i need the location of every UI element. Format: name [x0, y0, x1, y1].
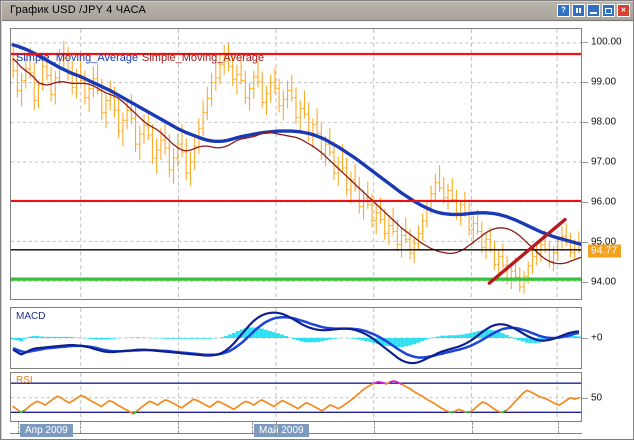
price-tick-label: 98.00 [591, 116, 617, 128]
window-controls: ? × [557, 4, 630, 17]
date-tick-label: 27 [172, 438, 183, 439]
price-tick-mark [582, 82, 588, 83]
date-tick-mark [276, 422, 277, 433]
month-badge: Май 2009 [254, 424, 309, 437]
date-tick-mark [558, 422, 559, 433]
price-tick-mark [582, 162, 588, 163]
price-tick-label: 94.00 [591, 276, 617, 288]
rsi-panel[interactable] [10, 372, 582, 422]
price-plot [11, 29, 581, 299]
last-price-tag: 94.77 [588, 244, 621, 258]
date-tick-label: 20 [74, 438, 85, 439]
macd-label: MACD [16, 311, 46, 322]
price-tick-mark [582, 122, 588, 123]
sma-fast-label: Simple_Moving_Average [16, 52, 139, 64]
rsi-tick-mark [582, 397, 588, 399]
date-tick-mark [178, 422, 179, 433]
rsi-axis: 50 [582, 372, 633, 422]
price-tick-mark [582, 242, 588, 243]
title-bar: График USD /JPY 4 ЧАСА ? × [2, 2, 633, 21]
maximize-button[interactable] [602, 4, 615, 17]
minimize-button[interactable] [587, 4, 600, 17]
macd-axis: +0 [582, 307, 633, 369]
price-chart-panel[interactable] [10, 28, 582, 300]
date-tick-label: 11 [369, 438, 379, 439]
macd-panel[interactable] [10, 307, 582, 369]
rsi-tick-label: 50 [591, 392, 603, 404]
rsi-label: RSI [16, 375, 33, 386]
price-tick-label: 95.00 [591, 236, 617, 248]
date-tick-mark [374, 422, 375, 433]
macd-plot [11, 308, 581, 368]
date-tick-mark [80, 422, 81, 433]
date-tick-label: 25 [552, 438, 563, 439]
price-axis: 100.00 99.00 98.00 97.00 96.00 95.00 94.00 94.7… [582, 28, 633, 300]
price-tick-mark [582, 42, 588, 43]
sma-slow-label: Simple_Moving_Average [142, 52, 265, 64]
price-tick-label: 99.00 [591, 76, 617, 88]
date-tick-label: 4 [273, 438, 279, 439]
macd-tick-mark [582, 338, 588, 339]
client-area: Simple_Moving_Average Simple_Moving_Aver… [2, 21, 633, 439]
price-tick-label: 96.00 [591, 196, 617, 208]
rsi-plot [11, 373, 581, 421]
macd-tick-label: +0 [591, 332, 603, 344]
pause-button[interactable] [572, 4, 585, 17]
window-title: График USD /JPY 4 ЧАСА [10, 4, 147, 16]
price-tick-label: 97.00 [591, 156, 617, 168]
month-badge: Апр 2009 [20, 424, 73, 437]
price-tick-mark [582, 202, 588, 203]
date-axis: Апр 2009 Май 2009 20 27 4 11 18 25 [10, 422, 582, 439]
price-tick-label: 100.00 [591, 36, 622, 48]
help-button[interactable]: ? [557, 4, 570, 17]
date-tick-mark [472, 422, 473, 433]
close-button[interactable]: × [617, 4, 630, 17]
date-tick-label: 18 [466, 438, 477, 439]
month-separator [18, 422, 19, 433]
price-tick-mark [582, 282, 588, 283]
month-separator [252, 422, 253, 433]
